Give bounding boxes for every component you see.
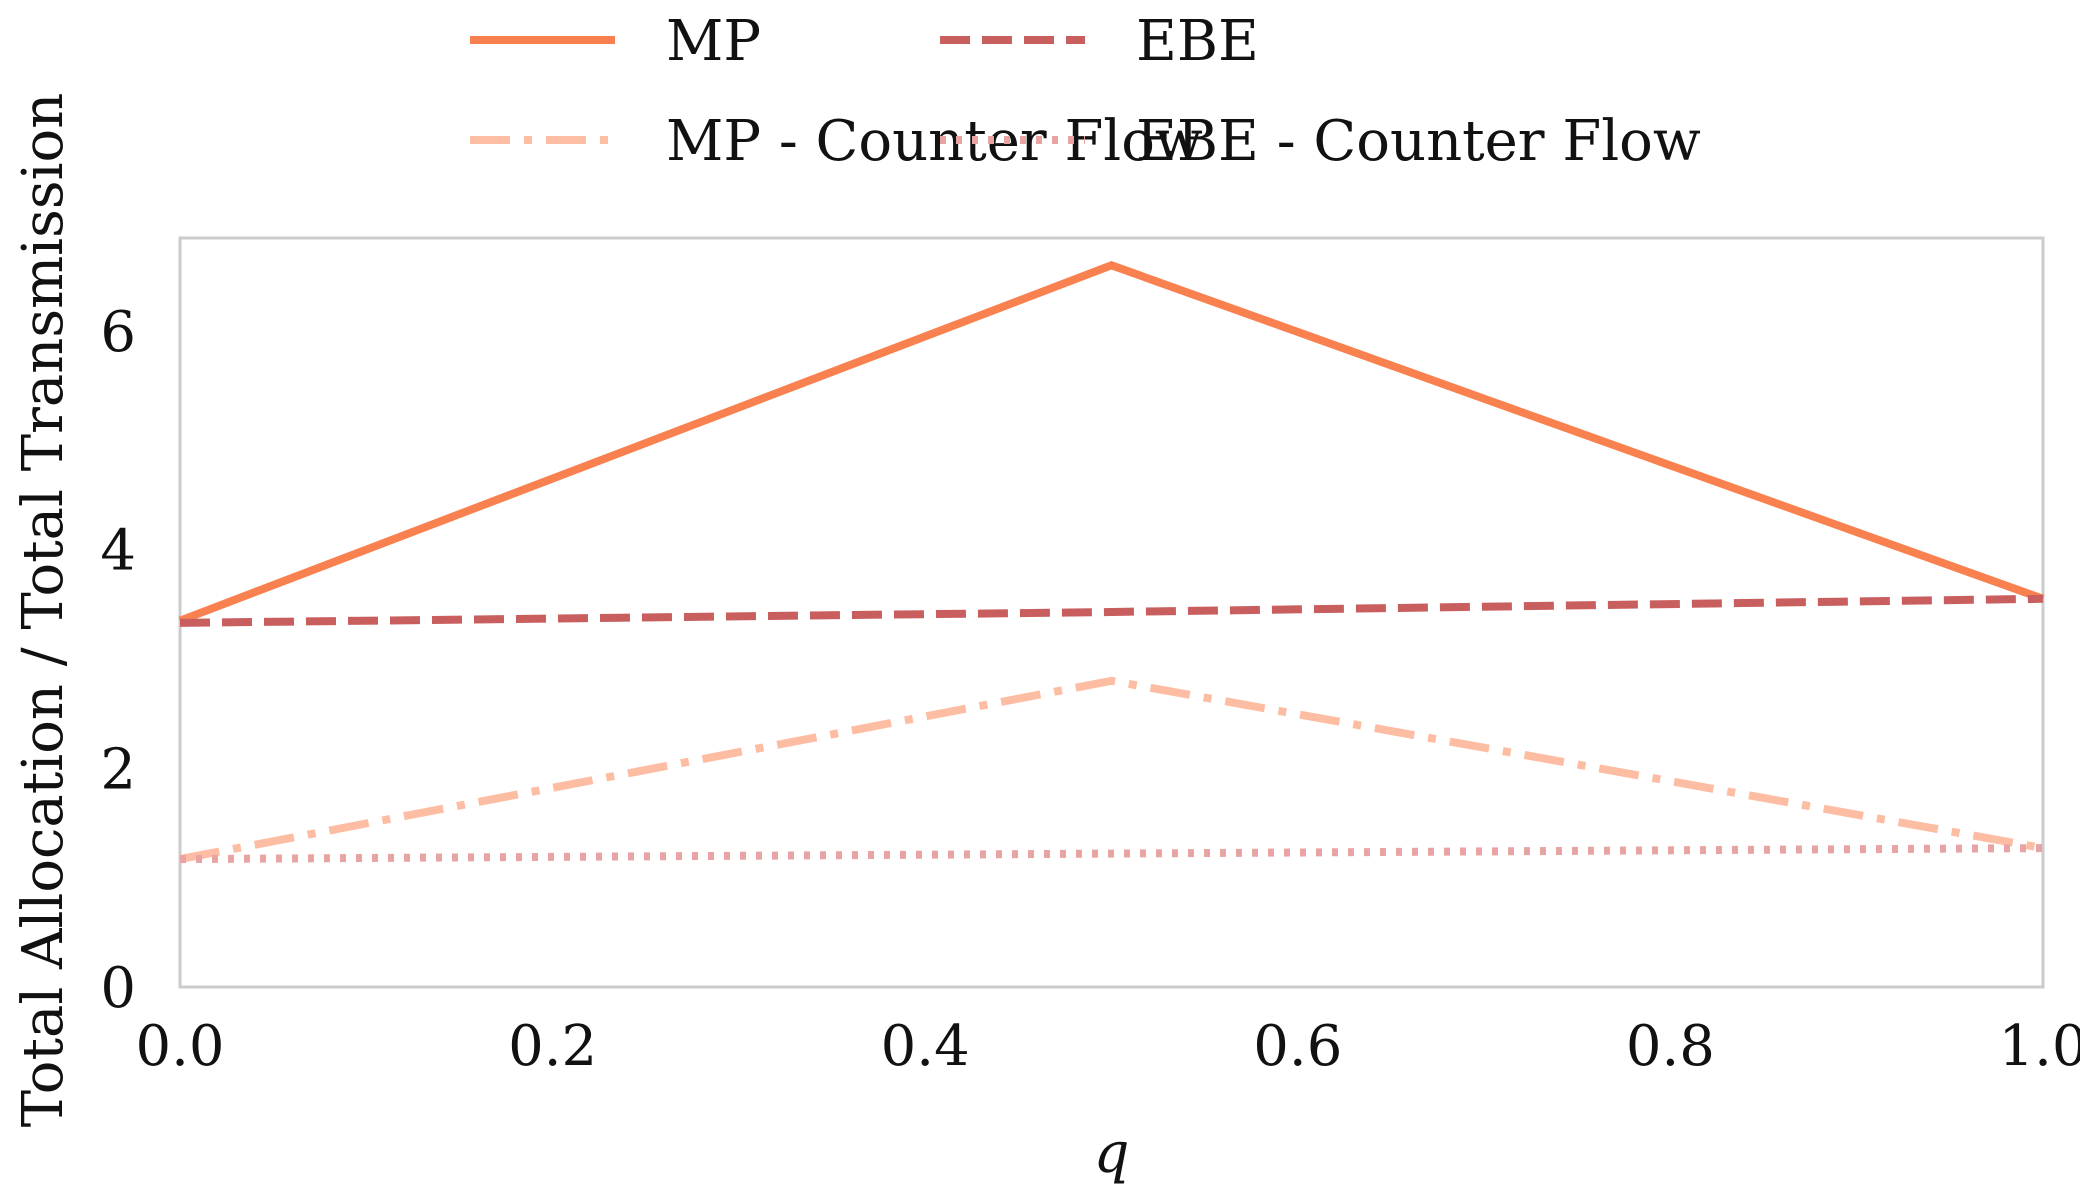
- legend-item: MP: [470, 9, 761, 74]
- x-tick-label: 1.0: [1998, 1014, 2080, 1079]
- x-tick-label: 0.4: [881, 1014, 970, 1079]
- x-axis-ticks: 0.0 0.2 0.4 0.6 0.8 1.0: [135, 1014, 2080, 1079]
- legend-item: EBE - Counter Flow: [940, 109, 1701, 174]
- series-layer: [178, 261, 2045, 864]
- series-line-4: [179, 844, 2044, 864]
- legend-item: MP - Counter Flow: [470, 109, 1203, 174]
- y-tick-label: 2: [100, 737, 136, 802]
- legend-label: MP: [666, 9, 761, 74]
- plot-area: [178, 236, 2045, 989]
- y-tick-label: 0: [100, 956, 136, 1021]
- legend-label: MP - Counter Flow: [666, 109, 1203, 174]
- y-axis-ticks: 0 2 4 6: [100, 300, 136, 1021]
- x-axis-label: q: [1094, 1121, 1130, 1186]
- legend-label: EBE - Counter Flow: [1136, 109, 1701, 174]
- y-tick-label: 4: [100, 519, 136, 584]
- y-tick-label: 6: [100, 300, 136, 365]
- y-axis-label: Total Allocation / Total Transmission: [11, 93, 76, 1128]
- series-line-2: [179, 594, 2044, 627]
- x-tick-label: 0.2: [508, 1014, 597, 1079]
- legend-item: EBE: [940, 9, 1259, 74]
- legend-label: EBE: [1136, 9, 1259, 74]
- x-tick-label: 0.6: [1253, 1014, 1342, 1079]
- series-line-3: [179, 676, 2044, 864]
- series-line-1: [178, 261, 2045, 625]
- x-tick-label: 0.8: [1626, 1014, 1715, 1079]
- x-tick-label: 0.0: [135, 1014, 224, 1079]
